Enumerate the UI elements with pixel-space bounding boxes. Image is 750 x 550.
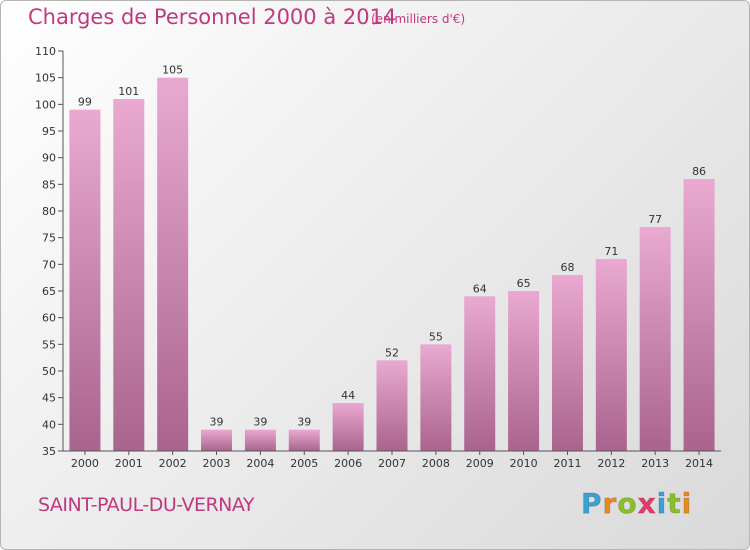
bar-value-label: 39 bbox=[253, 416, 267, 429]
bar-2002 bbox=[157, 77, 189, 452]
x-tick-label: 2005 bbox=[290, 457, 318, 470]
y-axis: 35 40 45 50 55 60 65 70 75 80 85 90 95 100 105 110 bbox=[35, 45, 64, 458]
proxiti-logo[interactable]: Proxiti bbox=[581, 487, 693, 521]
bar-value-label: 65 bbox=[517, 277, 531, 290]
x-tick-label: 2006 bbox=[334, 457, 362, 470]
bar-2012 bbox=[595, 259, 627, 451]
x-tick-label: 2000 bbox=[71, 457, 99, 470]
y-tick-label: 110 bbox=[35, 45, 56, 58]
y-tick-label: 80 bbox=[42, 205, 56, 218]
bars-group: 99 101 105 39 39 39 44 52 55 64 65 68 71 77 86 bbox=[69, 64, 715, 452]
bar-value-label: 99 bbox=[78, 96, 92, 109]
bar-2003 bbox=[201, 429, 233, 451]
x-tick-label: 2011 bbox=[553, 457, 581, 470]
y-tick-label: 35 bbox=[42, 445, 56, 458]
x-tick-label: 2012 bbox=[597, 457, 625, 470]
x-tick-label: 2004 bbox=[246, 457, 274, 470]
bar-2000 bbox=[69, 109, 101, 452]
y-tick-label: 45 bbox=[42, 392, 56, 405]
y-tick-label: 95 bbox=[42, 125, 56, 138]
y-tick-label: 50 bbox=[42, 365, 56, 378]
y-tick-label: 55 bbox=[42, 338, 56, 351]
bar-2004 bbox=[244, 429, 276, 451]
bar-value-label: 39 bbox=[297, 416, 311, 429]
bar-value-label: 44 bbox=[341, 389, 355, 402]
logo-letter: r bbox=[602, 487, 618, 521]
bar-2009 bbox=[464, 296, 496, 451]
x-tick-label: 2003 bbox=[203, 457, 231, 470]
logo-letter: o bbox=[617, 487, 638, 521]
x-tick-label: 2008 bbox=[422, 457, 450, 470]
bar-value-label: 86 bbox=[692, 165, 706, 178]
logo-letter: x bbox=[637, 487, 657, 521]
bar-value-label: 71 bbox=[604, 245, 618, 258]
y-tick-label: 85 bbox=[42, 178, 56, 191]
x-tick-label: 2001 bbox=[115, 457, 143, 470]
x-tick-label: 2013 bbox=[641, 457, 669, 470]
bar-2008 bbox=[420, 344, 452, 451]
y-tick-label: 70 bbox=[42, 258, 56, 271]
x-axis: 2000 2001 2002 2003 2004 2005 2006 2007 2008 2009… bbox=[63, 450, 721, 470]
y-tick-label: 40 bbox=[42, 418, 56, 431]
bar-2007 bbox=[376, 360, 408, 451]
bar-value-label: 68 bbox=[560, 261, 574, 274]
y-tick-label: 100 bbox=[35, 98, 56, 111]
bar-value-label: 105 bbox=[162, 64, 183, 77]
logo-letter: i bbox=[656, 487, 668, 521]
x-tick-label: 2007 bbox=[378, 457, 406, 470]
x-tick-label: 2014 bbox=[685, 457, 713, 470]
y-tick-label: 65 bbox=[42, 285, 56, 298]
bar-value-label: 101 bbox=[118, 85, 139, 98]
y-tick-label: 60 bbox=[42, 312, 56, 325]
logo-letter: t bbox=[667, 487, 682, 521]
y-tick-label: 105 bbox=[35, 72, 56, 85]
bar-value-label: 55 bbox=[429, 330, 443, 343]
bar-2005 bbox=[288, 429, 320, 451]
bar-value-label: 39 bbox=[210, 416, 224, 429]
bar-2010 bbox=[508, 291, 540, 451]
logo-letter: i bbox=[681, 487, 693, 521]
bar-value-label: 52 bbox=[385, 346, 399, 359]
y-tick-label: 75 bbox=[42, 232, 56, 245]
bar-value-label: 77 bbox=[648, 213, 662, 226]
y-tick-label: 90 bbox=[42, 152, 56, 165]
x-tick-label: 2002 bbox=[159, 457, 187, 470]
bar-2001 bbox=[113, 99, 145, 451]
place-name: SAINT-PAUL-DU-VERNAY bbox=[38, 494, 255, 516]
logo-letter: P bbox=[581, 487, 603, 521]
bar-2011 bbox=[551, 275, 583, 451]
bar-2013 bbox=[639, 227, 671, 451]
bar-2006 bbox=[332, 403, 364, 451]
x-tick-label: 2009 bbox=[466, 457, 494, 470]
bar-2014 bbox=[683, 179, 715, 451]
bar-value-label: 64 bbox=[473, 282, 487, 295]
chart-subtitle: (en milliers d'€) bbox=[371, 12, 466, 26]
x-tick-label: 2010 bbox=[510, 457, 538, 470]
chart-title: Charges de Personnel 2000 à 2014 bbox=[28, 5, 397, 29]
